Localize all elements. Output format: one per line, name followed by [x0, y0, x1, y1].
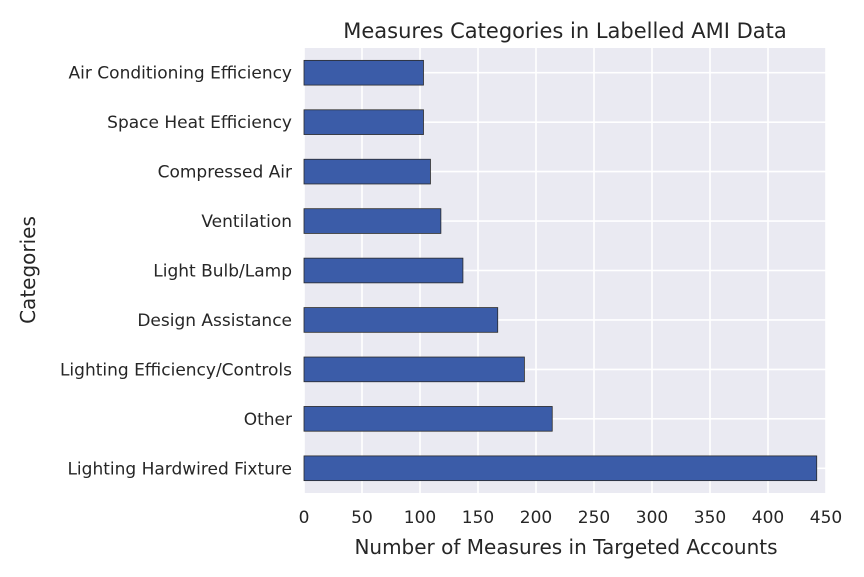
bar: [303, 208, 442, 234]
bar: [303, 356, 525, 383]
chart-title: Measures Categories in Labelled AMI Data: [343, 19, 786, 43]
y-tick-label: Other: [244, 410, 292, 430]
y-tick-label: Lighting Efficiency/Controls: [60, 360, 292, 380]
x-tick-label: 250: [578, 508, 610, 528]
bar: [303, 59, 424, 86]
bar: [303, 257, 464, 284]
x-axis-label: Number of Measures in Targeted Accounts: [354, 535, 777, 559]
y-tick-label: Compressed Air: [158, 163, 292, 183]
bars: [303, 59, 818, 482]
y-axis-label: Categories: [16, 216, 40, 324]
y-tick-label: Design Assistance: [137, 311, 292, 331]
bar: [303, 307, 499, 333]
x-tick-label: 100: [404, 508, 436, 528]
x-tick-label: 150: [462, 508, 494, 528]
x-tick-label: 0: [299, 508, 310, 528]
x-tick-label: 50: [351, 508, 373, 528]
x-tick-labels: 0 50 100 150 200 250 300 350 400 450: [299, 508, 843, 528]
x-tick-label: 300: [636, 508, 668, 528]
x-tick-label: 400: [752, 508, 784, 528]
bar: [303, 406, 553, 432]
y-tick-label: Lighting Hardwired Fixture: [67, 459, 292, 479]
bar: [303, 109, 424, 135]
x-tick-label: 450: [810, 508, 842, 528]
y-tick-label: Air Conditioning Efficiency: [69, 64, 292, 84]
bar: [303, 158, 431, 185]
bar: [303, 455, 818, 482]
y-tick-label: Light Bulb/Lamp: [153, 262, 292, 282]
y-tick-labels: Lighting Hardwired Fixture Other Lighting …: [60, 64, 292, 480]
y-tick-label: Space Heat Efficiency: [107, 113, 292, 133]
x-tick-label: 350: [694, 508, 726, 528]
y-tick-label: Ventilation: [201, 212, 292, 232]
x-tick-label: 200: [520, 508, 552, 528]
